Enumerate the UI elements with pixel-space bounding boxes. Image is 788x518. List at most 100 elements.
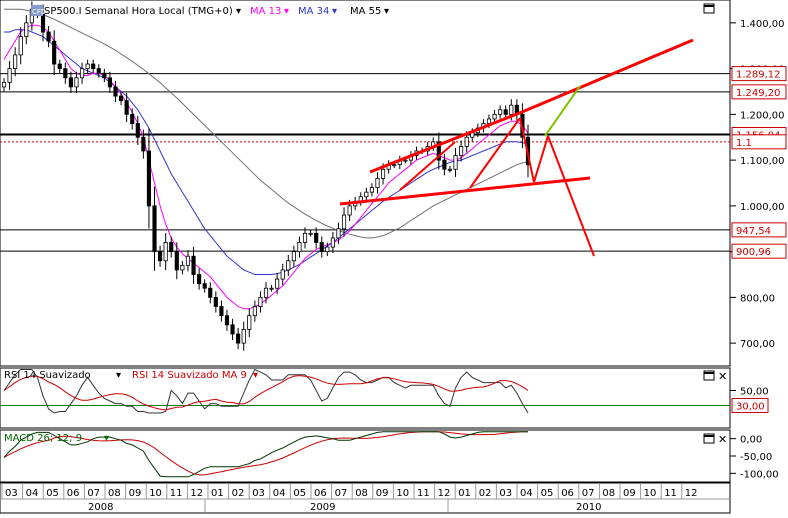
candle-body[interactable] bbox=[174, 251, 179, 271]
candle-body[interactable] bbox=[280, 269, 285, 280]
candle-body[interactable] bbox=[46, 31, 51, 42]
candle-body[interactable] bbox=[258, 296, 263, 307]
candle-body[interactable] bbox=[364, 191, 369, 198]
candle-body[interactable] bbox=[314, 232, 319, 243]
candle-body[interactable] bbox=[40, 13, 46, 33]
projection-down-b[interactable] bbox=[533, 135, 549, 183]
candle-body[interactable] bbox=[286, 260, 291, 271]
candle-body[interactable] bbox=[347, 205, 352, 216]
candle-body[interactable] bbox=[191, 255, 196, 275]
candle-body[interactable] bbox=[291, 251, 296, 262]
rsi-ma-line[interactable] bbox=[3, 375, 529, 411]
ma55-label[interactable]: MA 55 bbox=[350, 6, 381, 17]
maximize-price-icon[interactable] bbox=[703, 3, 715, 14]
candle-body[interactable] bbox=[297, 242, 302, 253]
candle-body[interactable] bbox=[236, 333, 241, 344]
candle-body[interactable] bbox=[146, 150, 152, 207]
candle-body[interactable] bbox=[341, 214, 347, 230]
maximize-rsi-icon[interactable] bbox=[703, 370, 715, 381]
candle-body[interactable] bbox=[141, 136, 146, 152]
candle-body[interactable] bbox=[486, 118, 492, 124]
ma13-dropdown-icon[interactable]: ▾ bbox=[284, 6, 289, 17]
candle-body[interactable] bbox=[74, 77, 79, 88]
candle-body[interactable] bbox=[163, 242, 168, 262]
candle-body[interactable] bbox=[447, 168, 453, 171]
candle-body[interactable] bbox=[135, 123, 140, 138]
rsi-line[interactable] bbox=[3, 368, 529, 414]
ma55-line[interactable] bbox=[4, 8, 529, 239]
symbol-dropdown-icon[interactable]: ▾ bbox=[236, 6, 241, 17]
candle-body[interactable] bbox=[158, 251, 163, 262]
candle-body[interactable] bbox=[492, 113, 497, 120]
projection-down-a[interactable] bbox=[519, 117, 535, 183]
wedge-line-a[interactable] bbox=[399, 141, 456, 191]
rsi-ma-label[interactable]: RSI 14 Suavizado MA 9 bbox=[132, 370, 247, 381]
candle-body[interactable] bbox=[118, 95, 124, 102]
candle-body[interactable] bbox=[63, 68, 68, 79]
ma34-label[interactable]: MA 34 bbox=[298, 6, 329, 17]
candle-body[interactable] bbox=[302, 232, 308, 243]
projection-up[interactable] bbox=[544, 85, 581, 137]
candle-body[interactable] bbox=[96, 68, 101, 74]
macd-dropdown-icon[interactable]: ▾ bbox=[104, 433, 109, 444]
lower-trendline[interactable] bbox=[339, 176, 591, 206]
candle-body[interactable] bbox=[102, 72, 107, 79]
candle-body[interactable] bbox=[13, 54, 18, 70]
macd-line[interactable] bbox=[3, 431, 528, 478]
rsi-ma-dropdown-icon[interactable]: ▾ bbox=[253, 370, 258, 381]
candle-body[interactable] bbox=[392, 164, 397, 167]
rsi-dropdown-icon[interactable]: ▾ bbox=[116, 370, 121, 381]
rsi-label[interactable]: RSI 14 Suavizado bbox=[4, 370, 91, 381]
candle-body[interactable] bbox=[308, 232, 313, 235]
candle-body[interactable] bbox=[263, 287, 269, 298]
symbol-label[interactable]: SP500.I Semanal Hora Local (TMG+0) bbox=[44, 6, 233, 17]
candle-body[interactable] bbox=[380, 168, 386, 179]
candle-body[interactable] bbox=[7, 68, 12, 83]
candle-body[interactable] bbox=[369, 187, 374, 193]
candle-body[interactable] bbox=[197, 274, 202, 285]
close-rsi-icon[interactable]: ✕ bbox=[718, 370, 727, 383]
candle-body[interactable] bbox=[219, 306, 224, 317]
candle-body[interactable] bbox=[325, 246, 330, 253]
candle-body[interactable] bbox=[230, 324, 235, 335]
ma34-line[interactable] bbox=[4, 29, 529, 275]
candle-body[interactable] bbox=[275, 278, 280, 289]
upper-trendline[interactable] bbox=[369, 110, 523, 174]
candle-body[interactable] bbox=[224, 315, 230, 326]
candle-body[interactable] bbox=[107, 77, 112, 88]
candle-body[interactable] bbox=[213, 296, 218, 307]
ma55-dropdown-icon[interactable]: ▾ bbox=[384, 6, 389, 17]
candle-body[interactable] bbox=[459, 145, 464, 156]
candle-body[interactable] bbox=[91, 63, 96, 70]
candle-body[interactable] bbox=[269, 287, 274, 290]
candle-body[interactable] bbox=[185, 255, 191, 266]
candle-body[interactable] bbox=[509, 104, 514, 115]
candle-body[interactable] bbox=[464, 136, 469, 147]
ma34-dropdown-icon[interactable]: ▾ bbox=[332, 6, 337, 17]
candle-body[interactable] bbox=[85, 63, 90, 70]
candle-body[interactable] bbox=[241, 328, 246, 344]
candle-body[interactable] bbox=[124, 100, 129, 115]
wedge-line-b[interactable] bbox=[469, 117, 521, 189]
candle-body[interactable] bbox=[208, 287, 213, 298]
candle-body[interactable] bbox=[130, 113, 135, 124]
candle-body[interactable] bbox=[375, 178, 380, 188]
candle-body[interactable] bbox=[113, 86, 118, 97]
close-macd-icon[interactable]: ✕ bbox=[718, 433, 727, 446]
candle-body[interactable] bbox=[330, 237, 335, 248]
candle-body[interactable] bbox=[336, 228, 341, 239]
candle-body[interactable] bbox=[57, 63, 62, 70]
candle-body[interactable] bbox=[202, 283, 207, 289]
candle-body[interactable] bbox=[24, 22, 29, 38]
candle-body[interactable] bbox=[68, 77, 73, 88]
candle-body[interactable] bbox=[442, 159, 447, 170]
candle-body[interactable] bbox=[252, 306, 257, 317]
upper-projection[interactable] bbox=[521, 38, 694, 114]
candle-body[interactable] bbox=[247, 315, 252, 330]
maximize-macd-icon[interactable] bbox=[703, 433, 715, 444]
candle-body[interactable] bbox=[180, 264, 185, 271]
candle-body[interactable] bbox=[18, 36, 23, 56]
ma13-label[interactable]: MA 13 bbox=[250, 6, 281, 17]
candle-body[interactable] bbox=[169, 242, 174, 253]
candle-body[interactable] bbox=[436, 141, 441, 161]
